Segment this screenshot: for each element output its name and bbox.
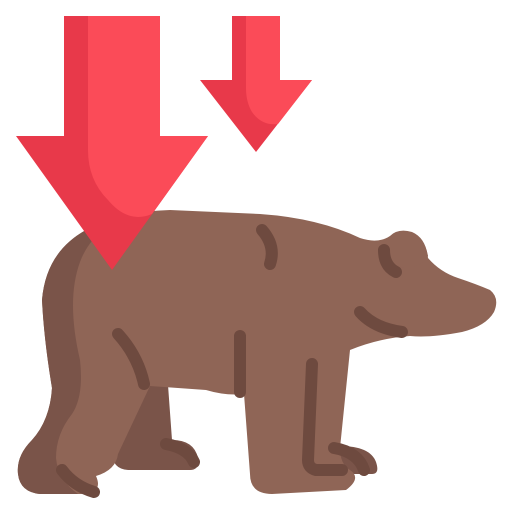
bear-paw-line <box>328 442 370 476</box>
bear-hind-foot-line <box>56 464 100 498</box>
bear-icon <box>17 210 497 498</box>
bear-body <box>17 210 497 494</box>
small-down-arrow-icon <box>200 16 312 152</box>
bear-ear <box>386 232 428 268</box>
bear-hip-line <box>112 328 150 390</box>
bear-shoulder-line <box>256 224 278 270</box>
large-down-arrow-icon <box>16 16 208 270</box>
small-arrow-light <box>246 16 312 125</box>
bear-back-hind-foot-line <box>160 438 200 468</box>
bear-neck-line <box>354 306 408 338</box>
bear-rump-shadow <box>17 224 110 494</box>
bear-ear-line <box>378 244 402 278</box>
large-arrow-light <box>88 16 208 217</box>
bear-front-leg-line <box>302 358 348 476</box>
